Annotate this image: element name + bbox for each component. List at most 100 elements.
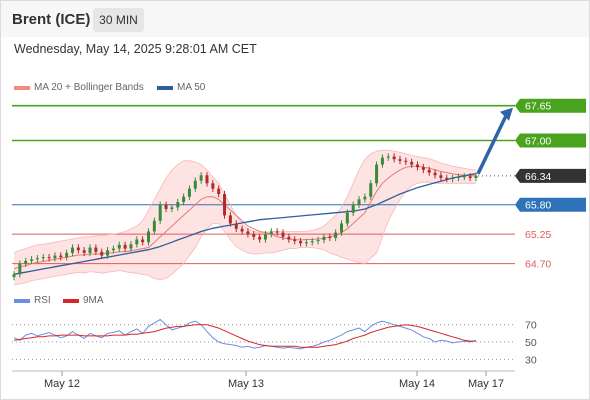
candle-body [88, 247, 92, 253]
candle-body [164, 204, 168, 209]
candle-body [82, 250, 86, 253]
candle-body [141, 239, 145, 243]
rsi-tick-70: 70 [525, 320, 537, 332]
candle-body [59, 255, 63, 258]
candle-body [287, 236, 291, 240]
candle-body [70, 247, 74, 253]
candle-body [211, 183, 215, 189]
candle-body [76, 247, 80, 251]
rsi-swatch [14, 298, 30, 303]
candle-body [410, 161, 414, 165]
candle-body [240, 228, 244, 232]
candle-body [65, 252, 69, 258]
rsi-ma-swatch [63, 298, 79, 303]
candle-body [439, 175, 443, 178]
candle-body [252, 234, 256, 237]
candle-body [310, 241, 314, 243]
candle-body [24, 260, 28, 264]
candle-body [258, 236, 262, 240]
timestamp: Wednesday, May 14, 2025 9:28:01 AM CET [14, 42, 257, 56]
level-tag-text: 65.80 [525, 200, 551, 212]
candle-body [339, 223, 343, 233]
candle-body [182, 196, 186, 203]
candle-body [176, 202, 180, 208]
rsi-label: RSI [34, 295, 51, 306]
candle-body [304, 242, 308, 244]
candle-body [375, 164, 379, 184]
legend-rsi-ma: 9MA [63, 295, 104, 306]
candle-body [474, 175, 478, 178]
candle-body [269, 231, 273, 235]
candle-body [416, 164, 420, 168]
x-tick-label: May 13 [228, 378, 264, 390]
candle-body [12, 274, 16, 277]
candle-body [369, 183, 373, 197]
candle-body [351, 204, 355, 213]
candle-body [299, 241, 303, 244]
candle-body [421, 167, 425, 170]
bb-upper-line [13, 149, 477, 254]
rsi-tick-30: 30 [525, 354, 537, 366]
candle-body [199, 175, 203, 181]
candle-body [246, 231, 250, 235]
candle-body [386, 156, 390, 158]
level-tag-bg [515, 168, 586, 183]
rsi-ma-label: 9MA [83, 295, 104, 306]
ma50-line [13, 173, 477, 275]
candle-body [106, 250, 110, 256]
candle-body [94, 247, 98, 252]
candle-body [316, 240, 320, 242]
legend-main-ma50: MA 50 [157, 82, 205, 93]
instrument-title: Brent (ICE) [12, 11, 91, 28]
rsi-tick-50: 50 [525, 337, 537, 349]
candle-body [398, 159, 402, 161]
candle-body [451, 177, 455, 180]
level-tag-text: 67.65 [525, 101, 551, 113]
timeframe-badge[interactable]: 30 MIN [93, 8, 144, 32]
candle-body [158, 204, 162, 221]
x-tick-label: May 17 [468, 378, 504, 390]
candle-body [41, 257, 45, 259]
level-label-64.70: 64.70 [525, 259, 551, 271]
rsi-ma-line [13, 324, 476, 348]
candle-body [30, 259, 34, 261]
ma20-label: MA 20 + Bollinger Bands [34, 82, 144, 93]
candle-body [357, 199, 361, 205]
candle-body [228, 215, 232, 224]
candle-body [345, 212, 349, 224]
candle-body [433, 172, 437, 176]
ma20-swatch [14, 85, 30, 90]
candle-body [404, 160, 408, 162]
candle-body [47, 257, 51, 259]
candle-body [217, 188, 221, 195]
level-tag-text: 67.00 [525, 135, 551, 147]
candle-body [328, 236, 332, 238]
candle-body [456, 176, 460, 178]
rsi-line [13, 318, 477, 350]
candle-body [193, 180, 197, 189]
candle-body [123, 244, 127, 249]
candle-body [462, 176, 466, 178]
level-tag-bg [515, 98, 586, 113]
ma50-label: MA 50 [177, 82, 206, 93]
candle-body [334, 232, 338, 238]
candle-body [187, 188, 191, 197]
candle-body [100, 251, 104, 256]
level-tag-bg [515, 133, 586, 148]
candle-body [147, 231, 151, 243]
candle-body [111, 248, 115, 251]
candle-body [380, 157, 384, 165]
candle-body [281, 232, 285, 237]
candle-body [392, 156, 396, 160]
candle-body [427, 169, 431, 173]
x-tick-label: May 14 [399, 378, 435, 390]
candle-body [135, 239, 139, 245]
forecast-arrow-head [500, 107, 513, 121]
level-tag-65.80: 65.80 [515, 197, 586, 212]
candle-body [53, 255, 57, 259]
candle-body [117, 244, 121, 249]
level-tag-bg [515, 197, 586, 212]
level-tag-67.65: 67.65 [515, 98, 586, 113]
candle-body [170, 207, 174, 209]
